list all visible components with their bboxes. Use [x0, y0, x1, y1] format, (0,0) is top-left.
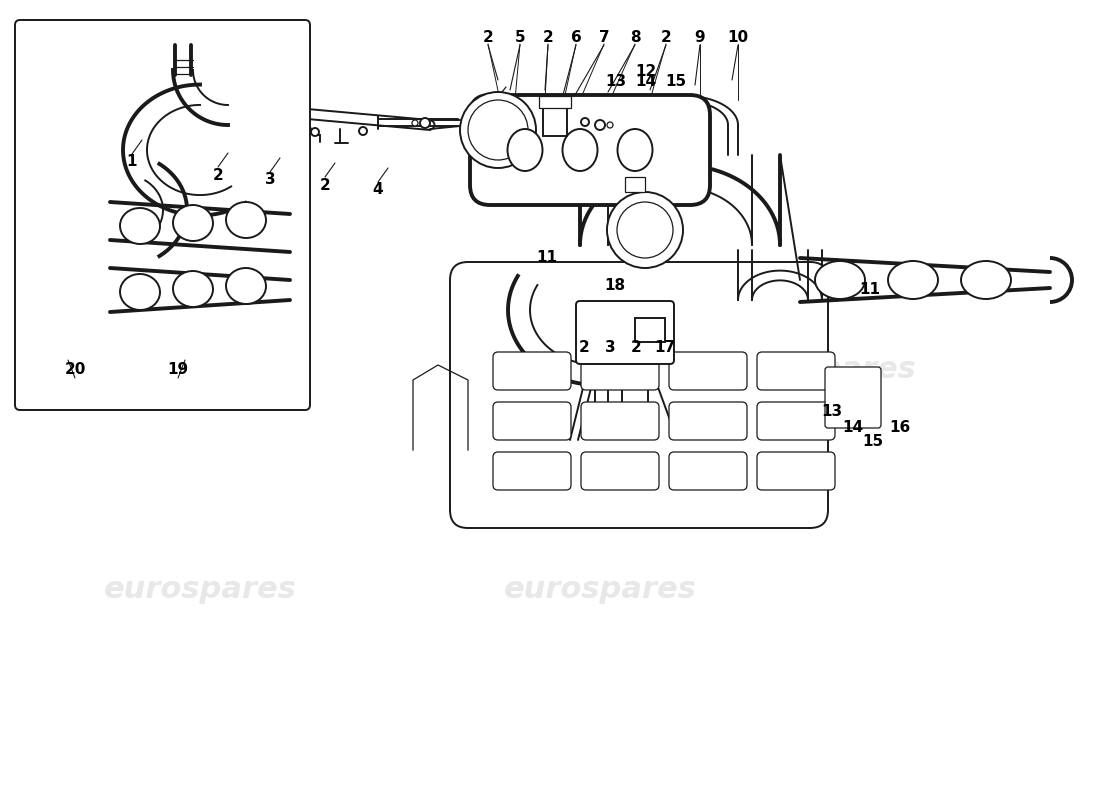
Text: 17: 17: [654, 341, 675, 355]
Text: 2: 2: [542, 30, 553, 46]
Text: eurospares: eurospares: [724, 355, 916, 385]
Bar: [635, 318, 666, 342]
Ellipse shape: [507, 129, 542, 171]
Circle shape: [468, 100, 528, 160]
Text: 1: 1: [126, 154, 138, 170]
Text: eurospares: eurospares: [103, 355, 296, 385]
Text: 2: 2: [630, 341, 641, 355]
Text: 5: 5: [515, 30, 526, 46]
FancyBboxPatch shape: [493, 402, 571, 440]
Ellipse shape: [617, 129, 652, 171]
Ellipse shape: [815, 261, 865, 299]
Text: 13: 13: [822, 405, 843, 419]
Text: eurospares: eurospares: [103, 575, 296, 605]
Text: 14: 14: [636, 74, 657, 90]
Circle shape: [607, 122, 613, 128]
Ellipse shape: [173, 205, 213, 241]
FancyBboxPatch shape: [581, 352, 659, 390]
FancyBboxPatch shape: [825, 367, 881, 428]
FancyBboxPatch shape: [669, 352, 747, 390]
Text: 19: 19: [167, 362, 188, 378]
Text: 15: 15: [862, 434, 883, 450]
Circle shape: [607, 192, 683, 268]
FancyBboxPatch shape: [493, 452, 571, 490]
FancyBboxPatch shape: [470, 95, 710, 205]
Circle shape: [581, 118, 589, 126]
Text: 10: 10: [727, 30, 749, 46]
Text: 11: 11: [537, 250, 558, 265]
FancyBboxPatch shape: [669, 402, 747, 440]
Text: 9: 9: [695, 30, 705, 46]
Ellipse shape: [120, 208, 160, 244]
Circle shape: [617, 202, 673, 258]
Ellipse shape: [120, 274, 160, 310]
Text: 12: 12: [636, 65, 657, 79]
Bar: [543, 108, 566, 136]
Text: 3: 3: [605, 341, 615, 355]
Bar: [539, 96, 571, 108]
Ellipse shape: [888, 261, 938, 299]
Text: 8: 8: [629, 30, 640, 46]
Text: eurospares: eurospares: [453, 355, 647, 385]
Circle shape: [311, 128, 319, 136]
Text: 3: 3: [265, 173, 275, 187]
Circle shape: [460, 92, 536, 168]
Ellipse shape: [562, 129, 597, 171]
Text: 2: 2: [320, 178, 330, 193]
FancyBboxPatch shape: [576, 301, 674, 364]
Text: 4: 4: [373, 182, 383, 198]
Text: 14: 14: [843, 421, 864, 435]
Circle shape: [595, 120, 605, 130]
Text: eurospares: eurospares: [101, 201, 224, 219]
Text: 16: 16: [890, 421, 911, 435]
FancyBboxPatch shape: [757, 452, 835, 490]
FancyBboxPatch shape: [493, 352, 571, 390]
Ellipse shape: [961, 261, 1011, 299]
Text: eurospares: eurospares: [504, 575, 696, 605]
Bar: [625, 177, 645, 192]
Ellipse shape: [226, 268, 266, 304]
Text: 2: 2: [212, 167, 223, 182]
Text: 11: 11: [859, 282, 880, 298]
FancyBboxPatch shape: [15, 20, 310, 410]
Circle shape: [359, 127, 367, 135]
FancyBboxPatch shape: [581, 402, 659, 440]
Text: 20: 20: [64, 362, 86, 378]
Text: 18: 18: [604, 278, 626, 293]
Text: 15: 15: [666, 74, 686, 90]
Circle shape: [412, 120, 418, 126]
Text: 2: 2: [661, 30, 671, 46]
Ellipse shape: [173, 271, 213, 307]
FancyBboxPatch shape: [450, 262, 828, 528]
Ellipse shape: [226, 202, 266, 238]
Text: 7: 7: [598, 30, 609, 46]
Text: 2: 2: [579, 341, 590, 355]
FancyBboxPatch shape: [757, 402, 835, 440]
FancyBboxPatch shape: [669, 452, 747, 490]
FancyBboxPatch shape: [757, 352, 835, 390]
FancyBboxPatch shape: [581, 452, 659, 490]
Text: 6: 6: [571, 30, 582, 46]
Text: 13: 13: [605, 74, 627, 90]
Circle shape: [420, 118, 430, 128]
Text: 2: 2: [483, 30, 494, 46]
